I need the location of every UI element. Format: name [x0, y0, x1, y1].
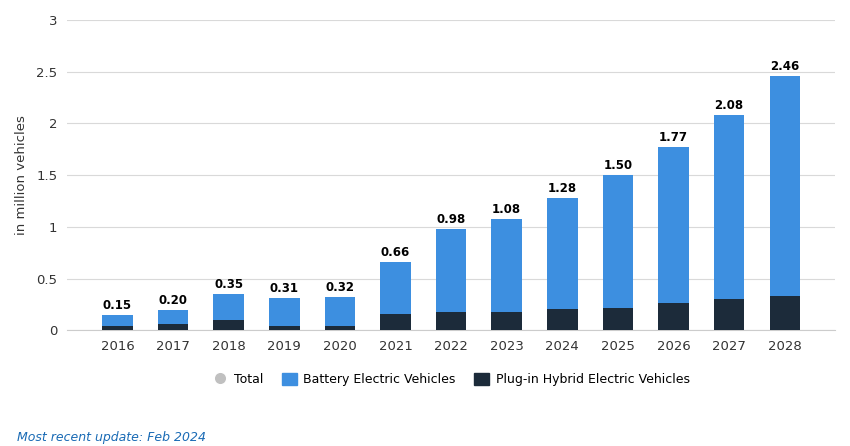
- Bar: [102, 326, 133, 330]
- Bar: [380, 262, 411, 314]
- Bar: [380, 314, 411, 330]
- Bar: [658, 302, 688, 330]
- Bar: [547, 198, 578, 309]
- Text: 0.66: 0.66: [381, 246, 410, 259]
- Y-axis label: in million vehicles: in million vehicles: [15, 116, 28, 235]
- Bar: [325, 326, 355, 330]
- Text: 0.31: 0.31: [269, 282, 298, 295]
- Bar: [158, 324, 189, 330]
- Bar: [213, 320, 244, 330]
- Text: 1.08: 1.08: [492, 202, 521, 215]
- Bar: [603, 175, 633, 308]
- Bar: [769, 296, 800, 330]
- Text: 2.46: 2.46: [770, 60, 800, 73]
- Bar: [714, 115, 745, 299]
- Legend: Total, Battery Electric Vehicles, Plug-in Hybrid Electric Vehicles: Total, Battery Electric Vehicles, Plug-i…: [207, 367, 696, 392]
- Bar: [547, 309, 578, 330]
- Text: Most recent update: Feb 2024: Most recent update: Feb 2024: [17, 431, 206, 444]
- Bar: [158, 310, 189, 324]
- Text: 1.50: 1.50: [604, 159, 632, 172]
- Text: 0.20: 0.20: [158, 293, 188, 307]
- Text: 0.35: 0.35: [214, 278, 243, 291]
- Text: 1.28: 1.28: [547, 182, 577, 195]
- Bar: [436, 229, 467, 312]
- Bar: [436, 312, 467, 330]
- Text: 0.15: 0.15: [103, 299, 132, 312]
- Text: 0.98: 0.98: [436, 213, 466, 226]
- Bar: [491, 219, 522, 312]
- Bar: [491, 312, 522, 330]
- Bar: [269, 326, 299, 330]
- Text: 0.32: 0.32: [326, 281, 354, 294]
- Text: 1.77: 1.77: [659, 131, 688, 144]
- Bar: [269, 298, 299, 326]
- Text: 2.08: 2.08: [715, 99, 744, 112]
- Bar: [714, 299, 745, 330]
- Bar: [102, 315, 133, 326]
- Bar: [603, 308, 633, 330]
- Bar: [658, 147, 688, 302]
- Bar: [325, 297, 355, 326]
- Bar: [213, 294, 244, 320]
- Bar: [769, 76, 800, 296]
